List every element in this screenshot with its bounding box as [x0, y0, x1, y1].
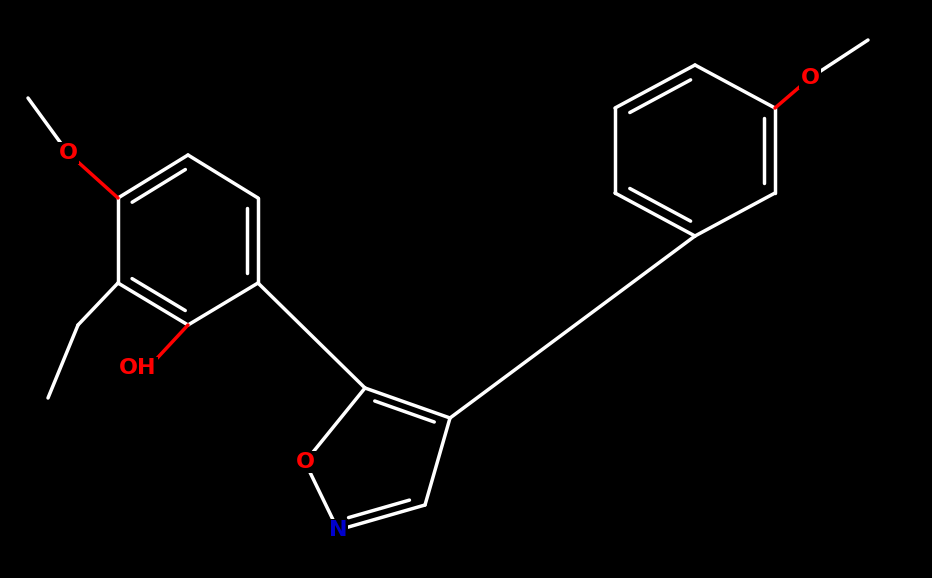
Text: O: O [801, 68, 819, 88]
Text: O: O [295, 452, 314, 472]
Text: OH: OH [119, 358, 157, 378]
Text: N: N [329, 520, 348, 540]
Text: O: O [59, 143, 77, 163]
